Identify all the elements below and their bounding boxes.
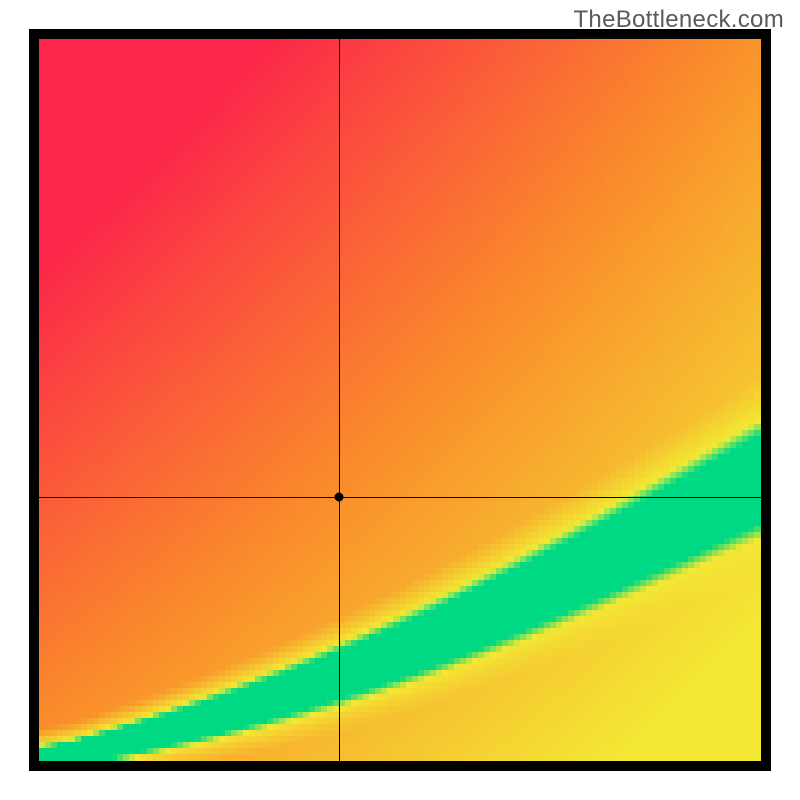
data-marker bbox=[334, 493, 343, 502]
plot-area bbox=[39, 39, 761, 761]
heatmap-canvas bbox=[39, 39, 761, 761]
crosshair-horizontal bbox=[39, 497, 761, 498]
watermark-text: TheBottleneck.com bbox=[573, 6, 784, 34]
chart-container: TheBottleneck.com bbox=[0, 0, 800, 800]
plot-frame bbox=[29, 29, 771, 771]
crosshair-vertical bbox=[339, 39, 340, 761]
